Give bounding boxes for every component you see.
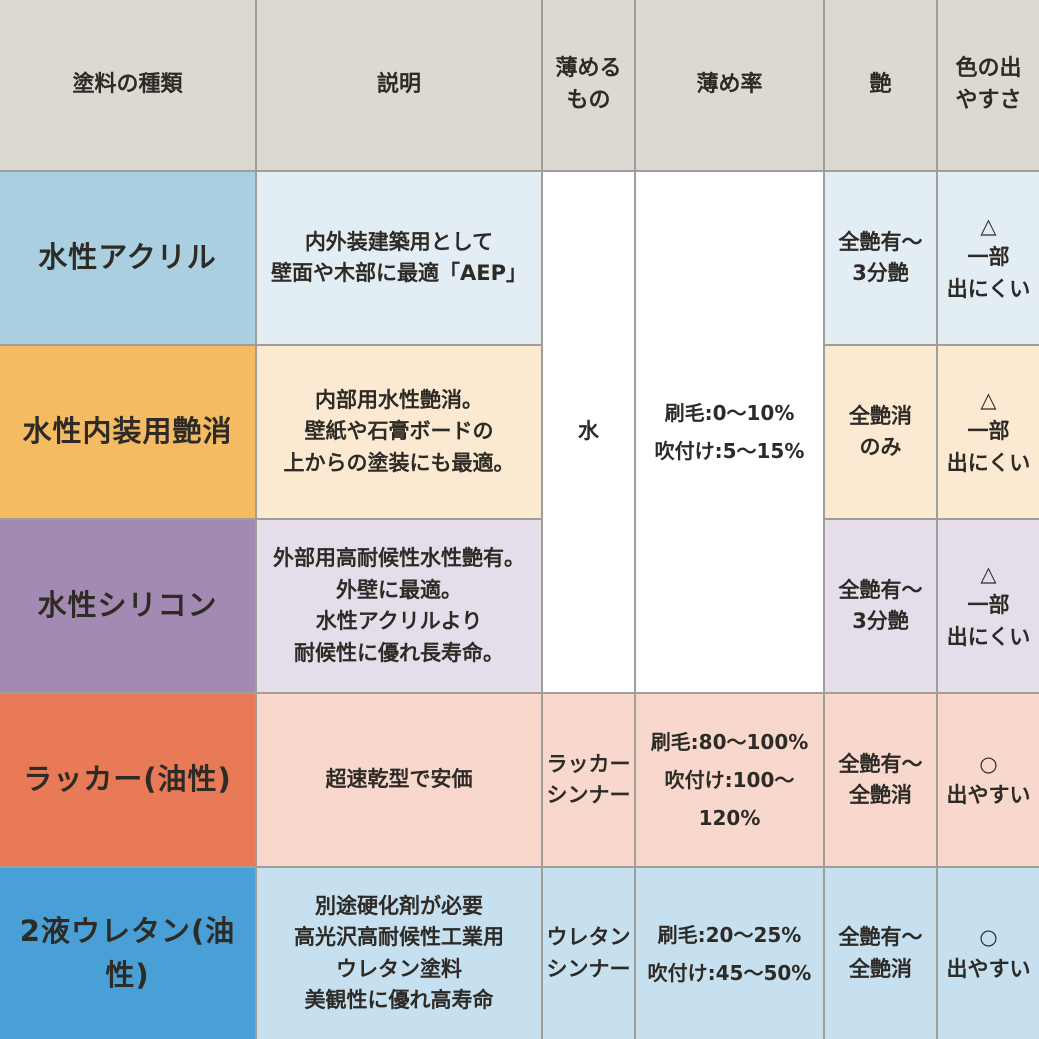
header-thinner: 薄める もの: [543, 0, 634, 170]
row-name-suisei-naisou-tsuyakeshi: 水性内装用艶消: [0, 346, 255, 518]
row-color-ease-suisei-acrylic: △ 一部 出にくい: [938, 172, 1039, 344]
row-desc-lacquer: 超速乾型で安価: [257, 694, 541, 866]
merged-ratio-water-cell: 刷毛:0〜10% 吹付け:5〜15%: [636, 172, 823, 692]
header-paint-type: 塗料の種類: [0, 0, 255, 170]
row-desc-suisei-naisou-tsuyakeshi: 内部用水性艶消。 壁紙や石膏ボードの 上からの塗装にも最適。: [257, 346, 541, 518]
row-gloss-suisei-naisou-tsuyakeshi: 全艶消 のみ: [825, 346, 936, 518]
row-ratio-urethane: 刷毛:20〜25% 吹付け:45〜50%: [636, 868, 823, 1039]
row-desc-suisei-acrylic: 内外装建築用として 壁面や木部に最適「AEP」: [257, 172, 541, 344]
row-gloss-urethane: 全艶有〜 全艶消: [825, 868, 936, 1039]
merged-thinner-water-cell: 水: [543, 172, 634, 692]
row-color-ease-lacquer: ○ 出やすい: [938, 694, 1039, 866]
row-name-urethane: 2液ウレタン(油性): [0, 868, 255, 1039]
row-desc-urethane: 別途硬化剤が必要 高光沢高耐候性工業用 ウレタン塗料 美観性に優れ高寿命: [257, 868, 541, 1039]
row-color-ease-urethane: ○ 出やすい: [938, 868, 1039, 1039]
row-name-lacquer: ラッカー(油性): [0, 694, 255, 866]
row-name-suisei-acrylic: 水性アクリル: [0, 172, 255, 344]
header-color-ease: 色の出 やすさ: [938, 0, 1039, 170]
row-thinner-lacquer: ラッカー シンナー: [543, 694, 634, 866]
row-name-suisei-silicon: 水性シリコン: [0, 520, 255, 692]
row-desc-suisei-silicon: 外部用高耐候性水性艶有。 外壁に最適。 水性アクリルより 耐候性に優れ長寿命。: [257, 520, 541, 692]
row-gloss-lacquer: 全艶有〜 全艶消: [825, 694, 936, 866]
row-gloss-suisei-silicon: 全艶有〜 3分艶: [825, 520, 936, 692]
row-gloss-suisei-acrylic: 全艶有〜 3分艶: [825, 172, 936, 344]
row-color-ease-suisei-silicon: △ 一部 出にくい: [938, 520, 1039, 692]
header-gloss: 艶: [825, 0, 936, 170]
header-description: 説明: [257, 0, 541, 170]
row-color-ease-suisei-naisou-tsuyakeshi: △ 一部 出にくい: [938, 346, 1039, 518]
row-ratio-lacquer: 刷毛:80〜100% 吹付け:100〜120%: [636, 694, 823, 866]
header-thinning-ratio: 薄め率: [636, 0, 823, 170]
row-thinner-urethane: ウレタン シンナー: [543, 868, 634, 1039]
